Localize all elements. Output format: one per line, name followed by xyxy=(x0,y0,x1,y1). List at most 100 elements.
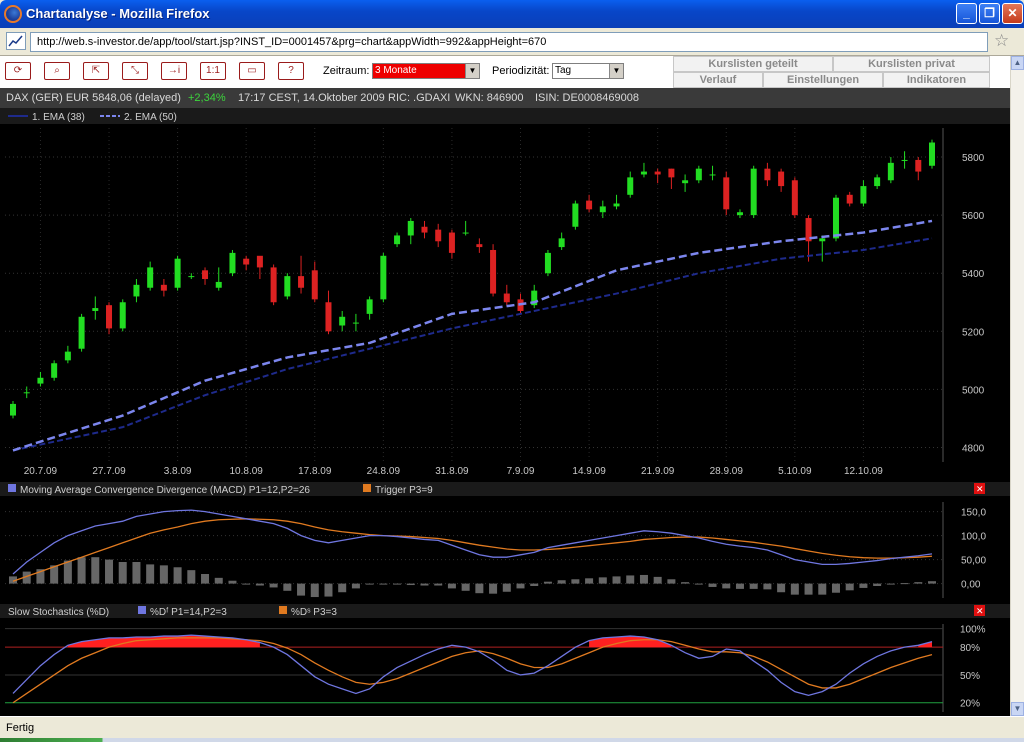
macd-line xyxy=(12,509,933,575)
macd-histogram-bar xyxy=(91,557,100,584)
candle-body xyxy=(682,180,689,184)
macd-histogram-bar xyxy=(735,583,744,589)
tab-einstellungen[interactable]: Einstellungen xyxy=(763,72,883,88)
macd-histogram-bar xyxy=(406,583,415,586)
macd-histogram-bar xyxy=(557,580,566,584)
tab-kurslisten-geteilt[interactable]: Kurslisten geteilt xyxy=(673,56,833,72)
macd-histogram-bar xyxy=(694,583,703,585)
candle-body xyxy=(572,203,579,227)
url-field[interactable]: http://web.s-investor.de/app/tool/start.… xyxy=(30,32,988,52)
candle-body xyxy=(640,171,647,175)
bookmark-star-icon[interactable]: ☆ xyxy=(994,31,1010,50)
macd-histogram-bar xyxy=(420,583,429,586)
macd-histogram-bar xyxy=(269,583,278,588)
refresh-icon[interactable]: ⟳ xyxy=(5,62,31,80)
scroll-down-icon[interactable]: ▼ xyxy=(1011,702,1024,716)
tab-verlauf[interactable]: Verlauf xyxy=(673,72,763,88)
trigger-legend-label: Trigger P3=9 xyxy=(375,485,433,496)
stoch-fast-label: %Dᶠ P1=14,P2=3 xyxy=(150,607,227,618)
macd-histogram-bar xyxy=(187,570,196,584)
window-titlebar[interactable]: Chartanalyse - Mozilla Firefox _ ❐ ✕ xyxy=(0,0,1024,28)
wkn-code: WKN: 846900 xyxy=(455,92,524,104)
close-button[interactable]: ✕ xyxy=(1002,3,1023,24)
macd-histogram-bar xyxy=(681,582,690,584)
print-icon[interactable]: ▭ xyxy=(239,62,265,80)
reset-zoom-button[interactable]: 1:1 xyxy=(200,62,226,80)
candle-body xyxy=(764,168,771,181)
date-tick-label: 10.8.09 xyxy=(229,466,263,477)
macd-histogram-bar xyxy=(708,583,717,587)
chart-toolbar: ⟳ ⌕ ⇱ ⤡ →i 1:1 ▭ ? Zeitraum: 3 Monate ▼ … xyxy=(0,56,1010,88)
candle-body xyxy=(352,322,359,324)
macd-histogram-bar xyxy=(749,583,758,589)
status-bar: Fertig xyxy=(0,716,1024,742)
macd-histogram-bar xyxy=(804,583,813,595)
candle-body xyxy=(476,244,483,248)
macd-histogram-bar xyxy=(324,583,333,597)
macd-histogram-bar xyxy=(653,576,662,584)
candle-body xyxy=(901,159,908,161)
candle-body xyxy=(750,168,757,216)
period-value: Tag xyxy=(555,65,572,76)
macd-histogram-bar xyxy=(914,582,923,584)
draw-line-icon[interactable]: ⤡ xyxy=(122,62,148,80)
macd-histogram-bar xyxy=(214,577,223,584)
maximize-button[interactable]: ❐ xyxy=(979,3,1000,24)
candle-body xyxy=(654,171,661,175)
macd-tick-label: 0,00 xyxy=(961,580,981,591)
date-tick-label: 14.9.09 xyxy=(572,466,606,477)
help-icon[interactable]: ? xyxy=(278,62,304,80)
candle-body xyxy=(298,276,305,288)
insert-text-icon[interactable]: →i xyxy=(161,62,187,80)
vertical-scrollbar[interactable]: ▲ ▼ xyxy=(1010,56,1024,716)
candle-body xyxy=(819,238,826,242)
candle-body xyxy=(106,305,113,329)
macd-histogram-bar xyxy=(722,583,731,589)
candle-body xyxy=(147,267,154,288)
progress-bar xyxy=(0,738,1024,742)
scroll-up-icon[interactable]: ▲ xyxy=(1011,56,1024,70)
candle-body xyxy=(188,276,195,278)
macd-histogram-bar xyxy=(900,583,909,585)
tab-indikatoren[interactable]: Indikatoren xyxy=(883,72,990,88)
candle-body xyxy=(723,177,730,210)
macd-histogram-bar xyxy=(255,583,264,586)
chevron-down-icon[interactable]: ▼ xyxy=(609,64,623,78)
zoom-icon[interactable]: ⌕ xyxy=(44,62,70,80)
date-tick-label: 17.8.09 xyxy=(298,466,332,477)
candle-body xyxy=(531,290,538,306)
chevron-down-icon[interactable]: ▼ xyxy=(465,64,479,78)
price-tick-label: 5600 xyxy=(962,211,985,222)
date-tick-label: 21.9.09 xyxy=(641,466,675,477)
stoch-fast-line xyxy=(12,634,933,696)
candle-body xyxy=(668,168,675,178)
stoch-tick-label: 20% xyxy=(960,699,980,710)
macd-tick-label: 50,00 xyxy=(961,556,986,567)
candle-body xyxy=(339,316,346,326)
price-tick-label: 5400 xyxy=(962,269,985,280)
stoch-close-icon xyxy=(974,605,985,616)
ema1-line xyxy=(12,237,933,452)
tab-kurslisten-privat[interactable]: Kurslisten privat xyxy=(833,56,990,72)
macd-histogram-bar xyxy=(502,583,511,592)
price-tick-label: 4800 xyxy=(962,443,985,454)
candle-body xyxy=(311,270,318,300)
macd-histogram-bar xyxy=(447,583,456,589)
candle-body xyxy=(929,142,935,166)
period-select[interactable]: Tag ▼ xyxy=(552,63,624,79)
minimize-button[interactable]: _ xyxy=(956,3,977,24)
macd-histogram-bar xyxy=(818,583,827,595)
zeitraum-select[interactable]: 3 Monate ▼ xyxy=(372,63,480,79)
stoch-slow-label: %Dˢ P3=3 xyxy=(291,607,337,618)
macd-histogram-bar xyxy=(283,583,292,591)
ric-code: RIC: .GDAXI xyxy=(388,92,451,104)
ema2-line xyxy=(12,219,933,452)
trigger-legend-swatch xyxy=(363,484,371,492)
macd-histogram-bar xyxy=(365,583,374,585)
chart-svg[interactable]: 1. EMA (38) 2. EMA (50) 4800 5000 5200 5400 56… xyxy=(0,108,1010,716)
fit-icon[interactable]: ⇱ xyxy=(83,62,109,80)
macd-histogram-bar xyxy=(639,574,648,584)
chart-area[interactable]: 1. EMA (38) 2. EMA (50) 4800 5000 5200 5400 56… xyxy=(0,108,1010,716)
candle-body xyxy=(37,377,44,384)
date-tick-label: 28.9.09 xyxy=(710,466,744,477)
